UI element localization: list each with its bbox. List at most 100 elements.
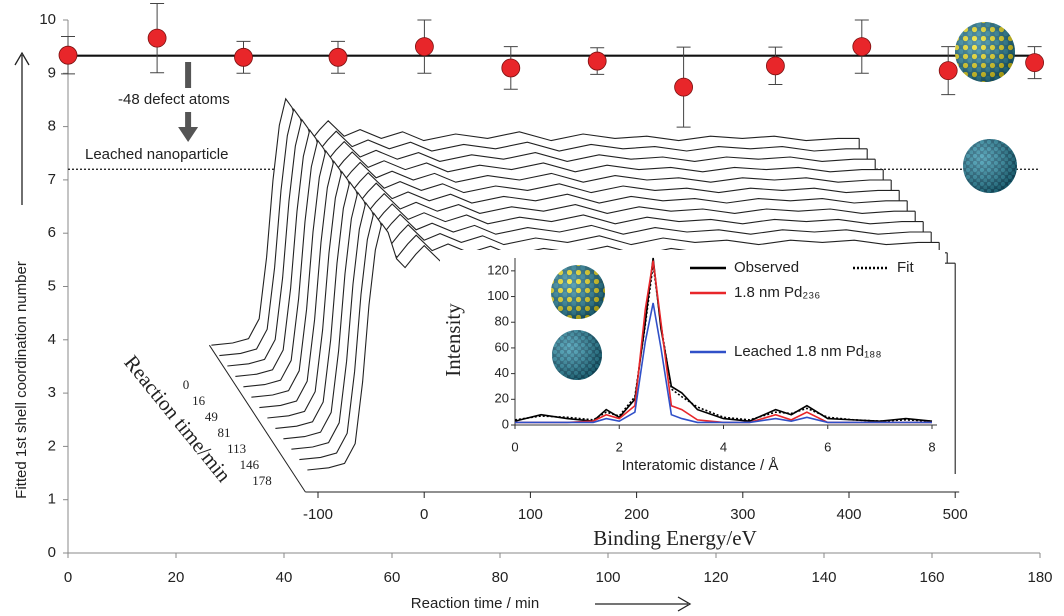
x-tick-label: 140 [811,569,836,586]
trace [219,107,868,357]
y-tick-label: 8 [48,118,56,135]
series-line [514,257,933,422]
x-tick-label: 60 [384,569,401,586]
y-axis-label: Intensity [441,303,465,377]
trace [291,201,940,450]
y-tick-label: 0 [502,416,509,431]
y-tick-label: 10 [39,11,56,28]
x-tick-label: 500 [943,506,968,523]
particle-shade [963,139,1017,193]
x-tick-label: 120 [703,569,728,586]
point [58,45,78,65]
point [852,37,872,57]
trace [275,180,924,429]
trace [243,139,892,388]
y-tick-label: 3 [48,384,56,401]
trace [259,159,908,409]
legend-label: Observed [734,259,799,276]
trace [235,128,884,377]
x-tick-label: 180 [1027,569,1052,586]
particle-shade [955,22,1015,82]
x-tick-label: 300 [730,506,755,523]
annotation: -48 defect atoms [118,91,230,108]
depth-axis-label: Reaction time/min [119,351,236,488]
legend-label: 1.8 nm Pd₂₃₆ [734,284,820,301]
trace [283,191,932,440]
annotation-arrowhead [178,127,199,142]
x-tick-label: 4 [720,439,727,454]
x-axis-label: Binding Energy/eV [593,526,757,550]
point [1025,53,1044,73]
particle-shade [551,265,605,319]
y-tick-label: 40 [495,365,509,380]
y-axis-arrowhead [14,51,30,66]
particle-shade [552,330,602,380]
y-tick-label: 1 [48,491,56,508]
depth-label: 81 [218,425,231,440]
legend-label: Fit [897,259,914,276]
point [674,77,693,97]
x-tick-label: 40 [276,569,293,586]
inset-background [440,250,945,478]
x-tick-label: 160 [919,569,944,586]
x-axis-arrowhead [677,596,692,612]
x-tick-label: 6 [824,439,831,454]
depth-label: 49 [205,409,218,424]
x-tick-label: 0 [511,439,518,454]
point [587,51,607,71]
x-axis-label: Reaction time / min [411,595,539,612]
inset-chart: 0 20 40 60 80 100 120 0 2 4 6 8 Interatomic distance… [440,250,945,478]
trace [267,170,916,419]
depth-label: 113 [227,441,246,456]
point [766,56,785,76]
x-tick-label: 8 [928,439,935,454]
series-line [514,264,933,422]
x-tick-label: 2 [616,439,623,454]
trace [227,118,876,367]
x-tick-label: -100 [303,506,333,523]
depth-label: 146 [240,457,260,472]
x-tick-label: 400 [836,506,861,523]
x-tick-label: 0 [420,506,428,523]
y-tick-label: 100 [487,288,509,303]
x-tick-label: 100 [595,569,620,586]
point [147,28,167,48]
y-tick-label: 2 [48,437,56,454]
y-tick-label: 9 [48,64,56,81]
y-tick-label: 7 [48,171,56,188]
point [414,37,434,57]
y-tick-label: 80 [495,314,509,329]
y-tick-label: 5 [48,277,56,294]
x-tick-label: 0 [64,569,72,586]
point [328,47,348,67]
y-tick-label: 6 [48,224,56,241]
y-tick-label: 60 [495,339,509,354]
y-tick-label: 0 [48,544,56,561]
depth-label: 16 [192,393,206,408]
depth-label: 0 [183,377,190,392]
y-axis-label: Fitted 1st shell coordination number [13,261,30,499]
point [234,47,253,67]
x-tick-label: 200 [624,506,649,523]
depth-label: 178 [252,473,272,488]
overlay: -48 defect atoms [58,2,1044,142]
y-tick-label: 4 [48,331,56,348]
trace [251,149,900,398]
x-tick-label: 20 [168,569,185,586]
depth-axis [208,344,306,493]
point [938,61,958,81]
reference-label: Leached nanoparticle [85,146,228,163]
trace [211,97,860,346]
x-axis-label: Interatomic distance / Å [622,457,779,474]
point [501,58,521,78]
y-tick-label: 120 [487,262,509,277]
legend-label: Leached 1.8 nm Pd₁₈₈ [734,343,882,360]
particles [551,22,1017,380]
x-tick-label: 100 [518,506,543,523]
x-tick-label: 80 [492,569,509,586]
y-tick-label: 20 [495,391,509,406]
series-line [515,302,932,424]
